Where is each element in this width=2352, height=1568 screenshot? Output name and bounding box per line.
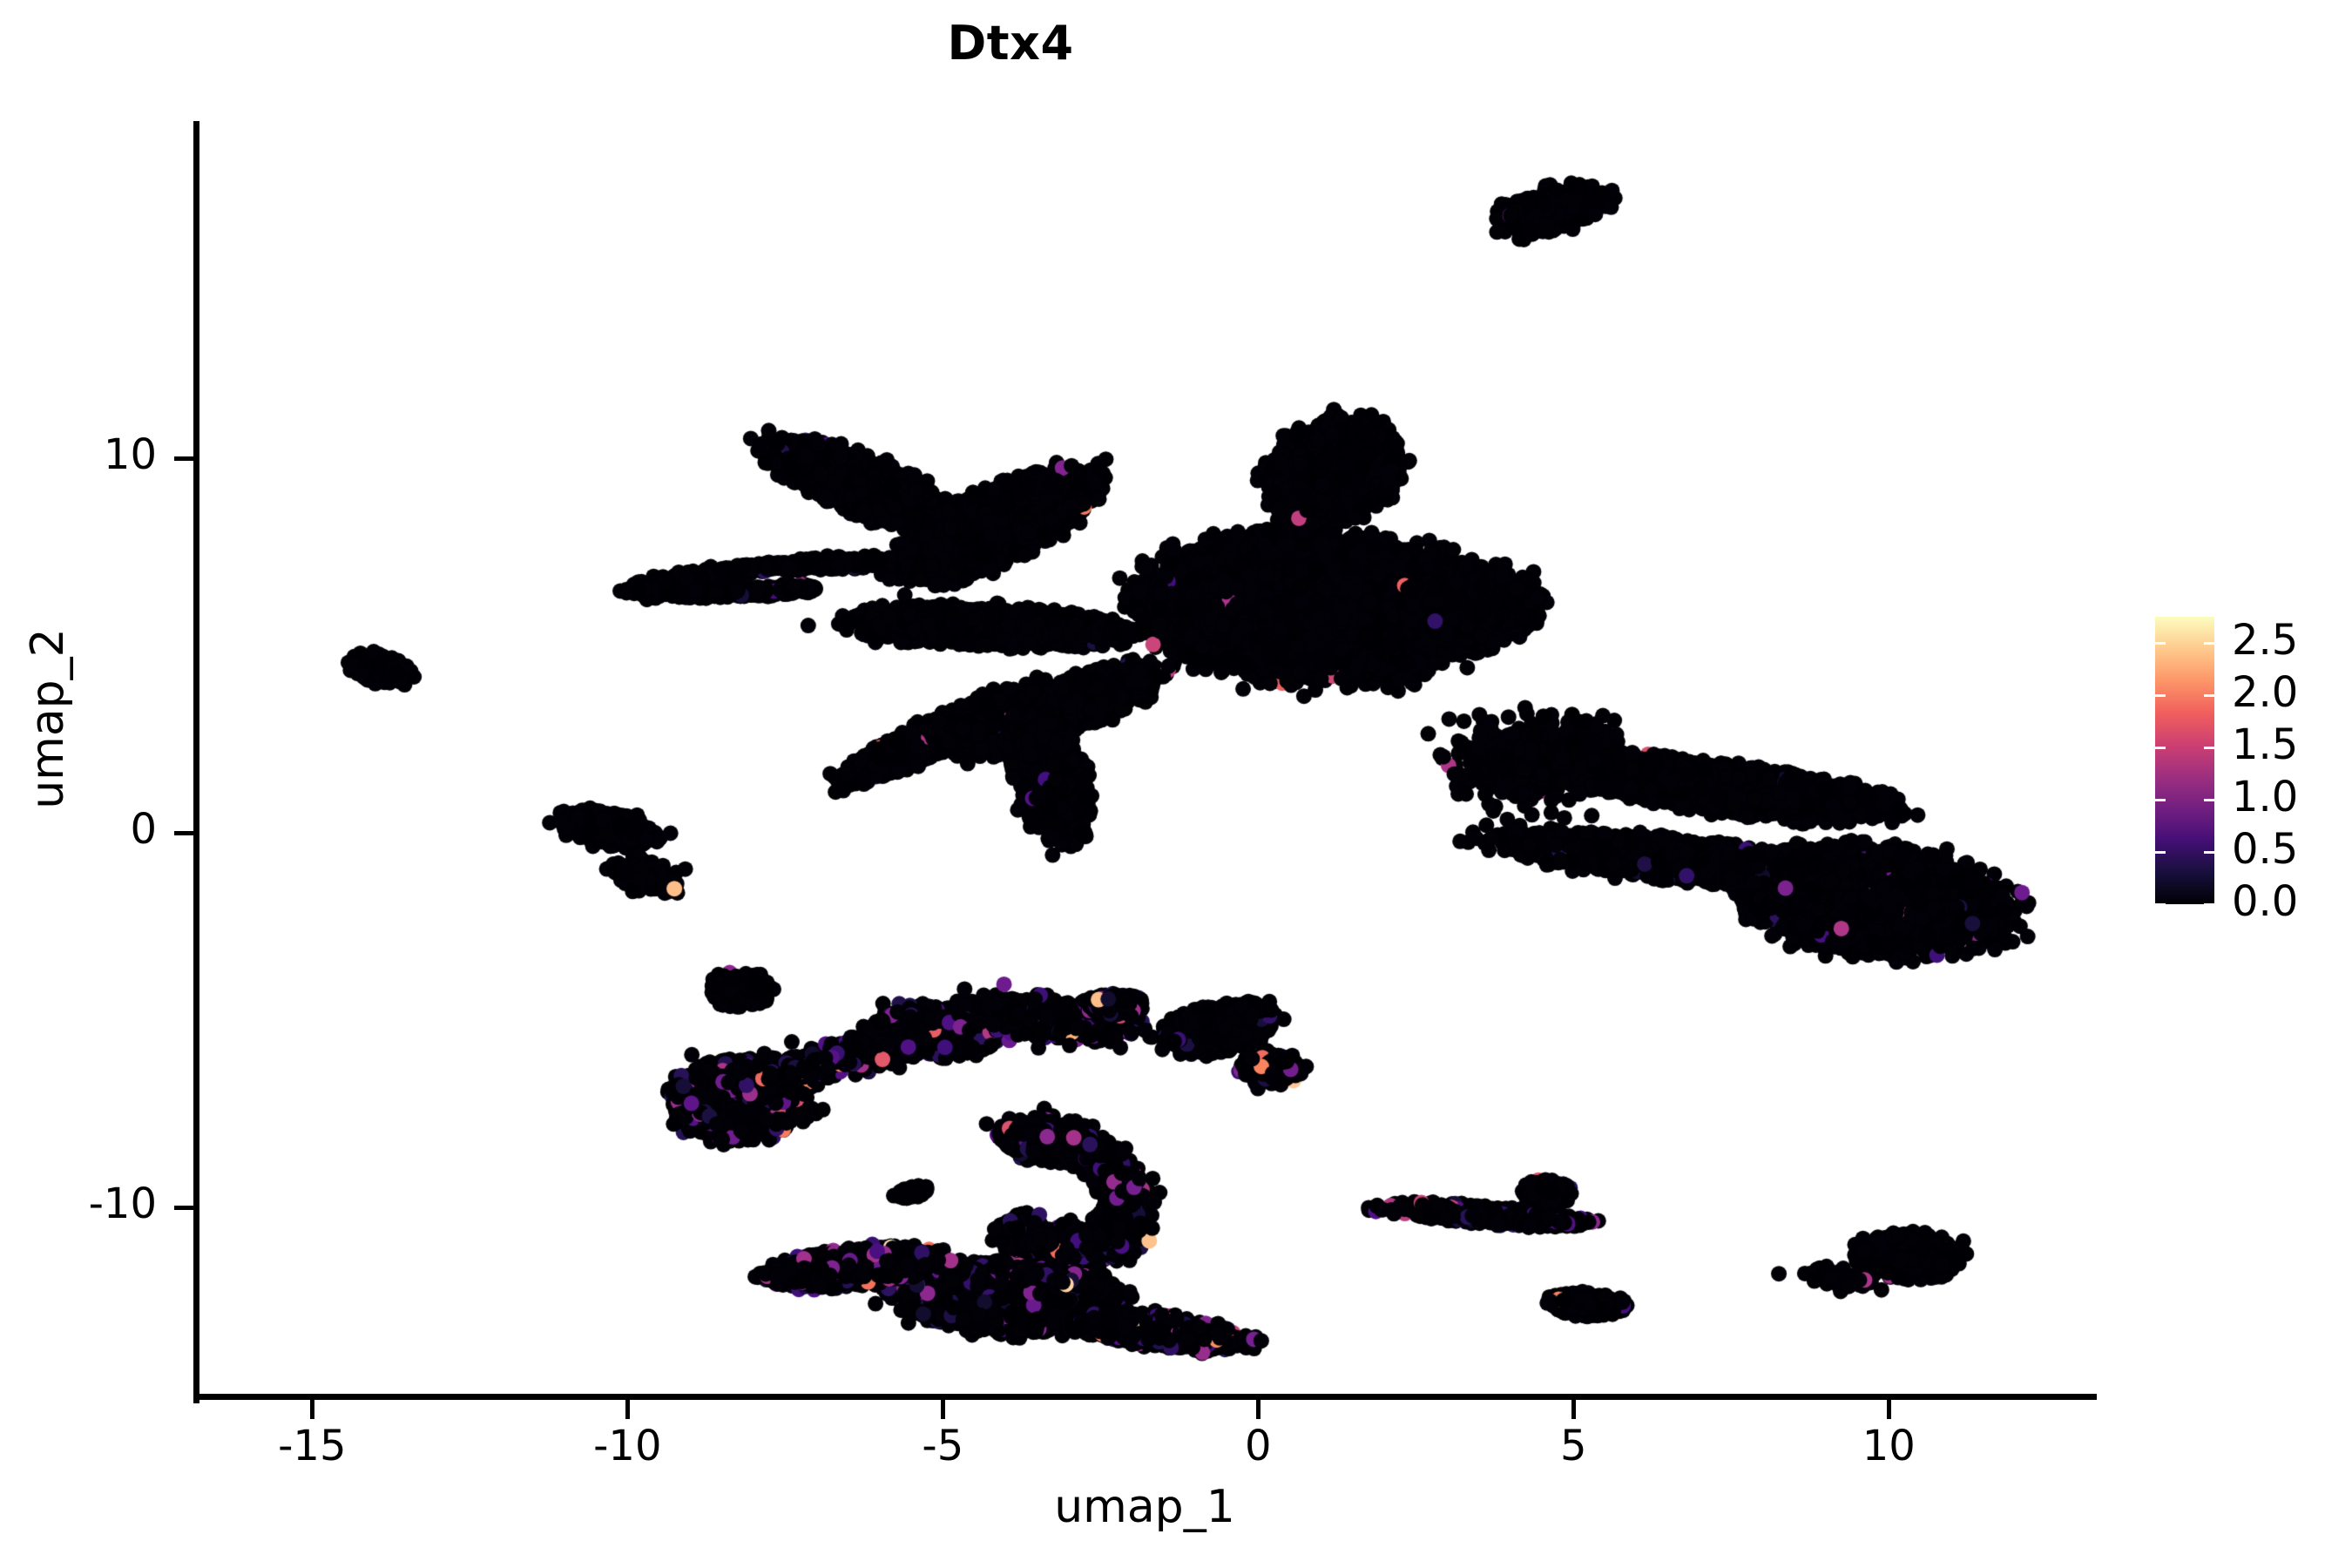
x-tick-mark — [625, 1400, 631, 1419]
x-tick-label: -15 — [278, 1422, 347, 1470]
colorbar-tick-mark — [2155, 747, 2166, 749]
colorbar-tick-mark — [2204, 747, 2214, 749]
colorbar-tick-mark — [2155, 903, 2166, 906]
x-tick-label: 0 — [1245, 1422, 1272, 1470]
y-tick-mark — [174, 830, 193, 835]
colorbar-tick-label: 2.5 — [2232, 616, 2299, 665]
colorbar-tick-mark — [2204, 851, 2214, 854]
page-title: Dtx4 — [947, 16, 1074, 71]
y-axis-label: umap_2 — [22, 628, 74, 809]
x-tick-mark — [1887, 1400, 1892, 1419]
x-tick-label: 10 — [1862, 1422, 1916, 1470]
x-tick-label: 5 — [1560, 1422, 1587, 1470]
colorbar-gradient — [2155, 617, 2214, 904]
colorbar-tick-label: 0.5 — [2232, 825, 2299, 874]
colorbar-tick-label: 1.5 — [2232, 720, 2299, 769]
x-axis-label: umap_1 — [1054, 1481, 1235, 1533]
y-tick-mark — [174, 1205, 193, 1210]
x-tick-label: -10 — [593, 1422, 662, 1470]
x-axis-spine — [193, 1394, 2097, 1400]
colorbar-tick-mark — [2155, 799, 2166, 801]
x-tick-label: -5 — [922, 1422, 964, 1470]
colorbar-tick-label: 1.0 — [2232, 773, 2299, 821]
colorbar-tick-label: 2.0 — [2232, 668, 2299, 717]
x-tick-mark — [1571, 1400, 1577, 1419]
colorbar-tick-mark — [2204, 694, 2214, 697]
y-tick-mark — [174, 456, 193, 461]
colorbar-tick-mark — [2155, 642, 2166, 645]
y-tick-label: 10 — [103, 429, 157, 479]
scatter-plot-area[interactable] — [199, 121, 2091, 1398]
x-tick-mark — [1256, 1400, 1261, 1419]
umap-scatter-canvas — [199, 121, 2091, 1398]
colorbar-tick-mark — [2204, 642, 2214, 645]
y-tick-label: 0 — [130, 804, 157, 854]
x-tick-mark — [310, 1400, 315, 1419]
colorbar-tick-mark — [2204, 799, 2214, 801]
y-axis-spine — [193, 121, 199, 1403]
colorbar-tick-mark — [2204, 903, 2214, 906]
y-tick-label: -10 — [88, 1179, 157, 1228]
x-tick-mark — [941, 1400, 946, 1419]
colorbar-tick-mark — [2155, 694, 2166, 697]
colorbar-tick-label: 0.0 — [2232, 877, 2299, 926]
colorbar-tick-mark — [2155, 851, 2166, 854]
